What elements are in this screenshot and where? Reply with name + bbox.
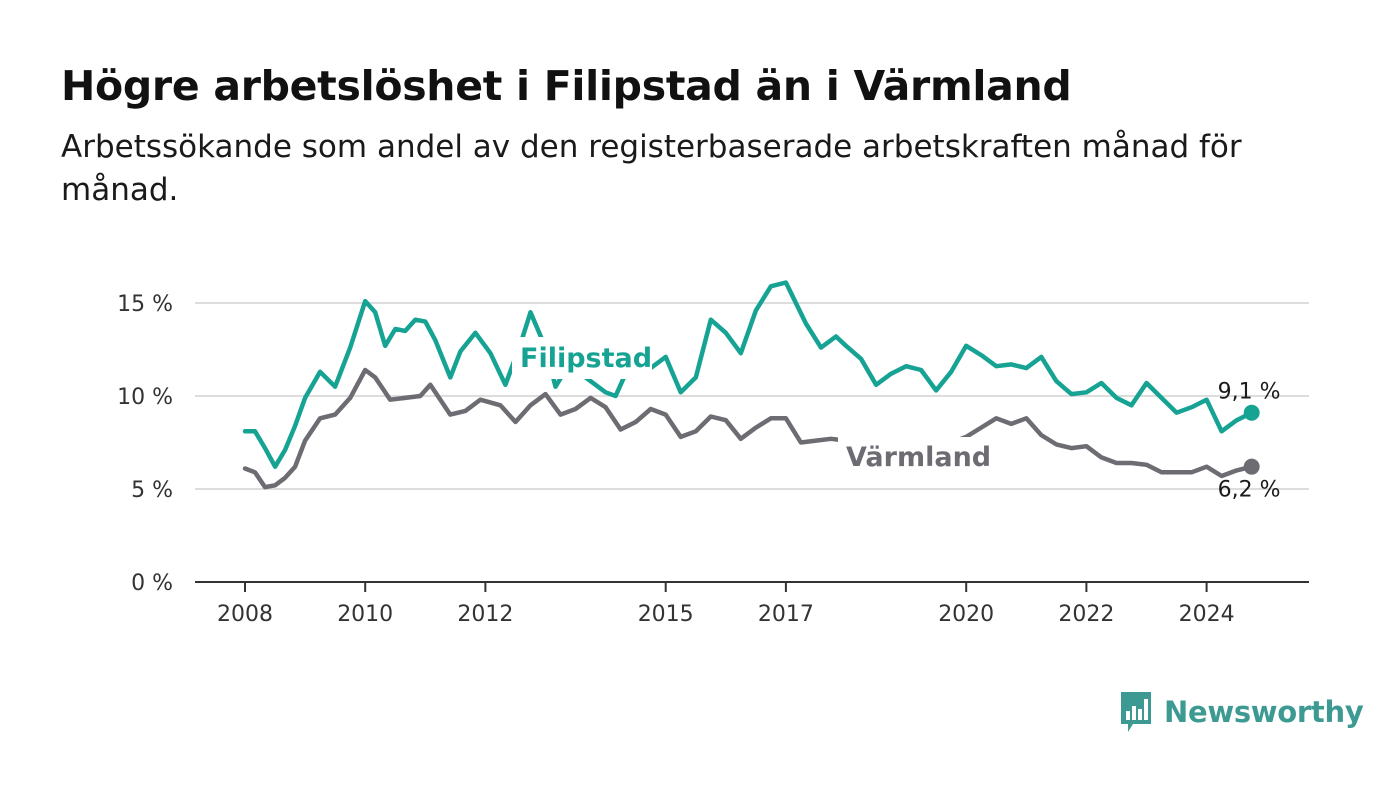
gridlines [195, 302, 1309, 490]
series-name-label: Filipstad [520, 343, 652, 374]
x-tick-label: 2017 [758, 602, 814, 627]
label-halo [512, 337, 652, 379]
label-halo [838, 437, 996, 479]
series-line [242, 280, 1254, 469]
x-tick-label: 2008 [217, 602, 273, 627]
series-end-marker [1243, 458, 1260, 475]
y-tick-label: 0 % [131, 571, 173, 596]
x-tick-label: 2020 [938, 602, 994, 627]
x-tick-label: 2024 [1179, 602, 1235, 627]
series-end-label: 9,1 % [1218, 380, 1281, 405]
chart-title: Högre arbetslöshet i Filipstad än i Värm… [61, 62, 1072, 110]
series-end-label: 6,2 % [1218, 478, 1281, 503]
y-tick-label: 5 % [131, 478, 173, 503]
x-tick-label: 2010 [337, 602, 393, 627]
x-tick-label: 2015 [638, 602, 694, 627]
y-tick-label: 10 % [117, 385, 173, 410]
line-chart: 0 %5 %10 %15 % 2008 2010 2012 2015 2017 2020 2… [117, 280, 1309, 627]
brand-name: Newsworthy [1164, 695, 1364, 729]
newsworthy-logo: Newsworthy [1118, 689, 1364, 735]
series-line [242, 367, 1254, 490]
bar-chart-speech-bubble-icon [1121, 692, 1151, 732]
x-tick-label: 2022 [1058, 602, 1114, 627]
y-tick-label: 15 % [117, 292, 173, 317]
chart-subtitle: Arbetssökande som andel av den registerb… [61, 129, 1242, 208]
series-labels: 9,1 % Filipstad 6,2 % Värmland [512, 337, 1281, 503]
series-name-label: Värmland [846, 442, 991, 473]
series-end-marker [1243, 404, 1260, 421]
series-lines [242, 280, 1260, 490]
x-axis-tick-labels: 2008 2010 2012 2015 2017 2020 2022 2024 [217, 582, 1235, 627]
x-tick-label: 2012 [457, 602, 513, 627]
y-axis-tick-labels: 0 % 5 % 10 % 15 % [117, 292, 173, 596]
